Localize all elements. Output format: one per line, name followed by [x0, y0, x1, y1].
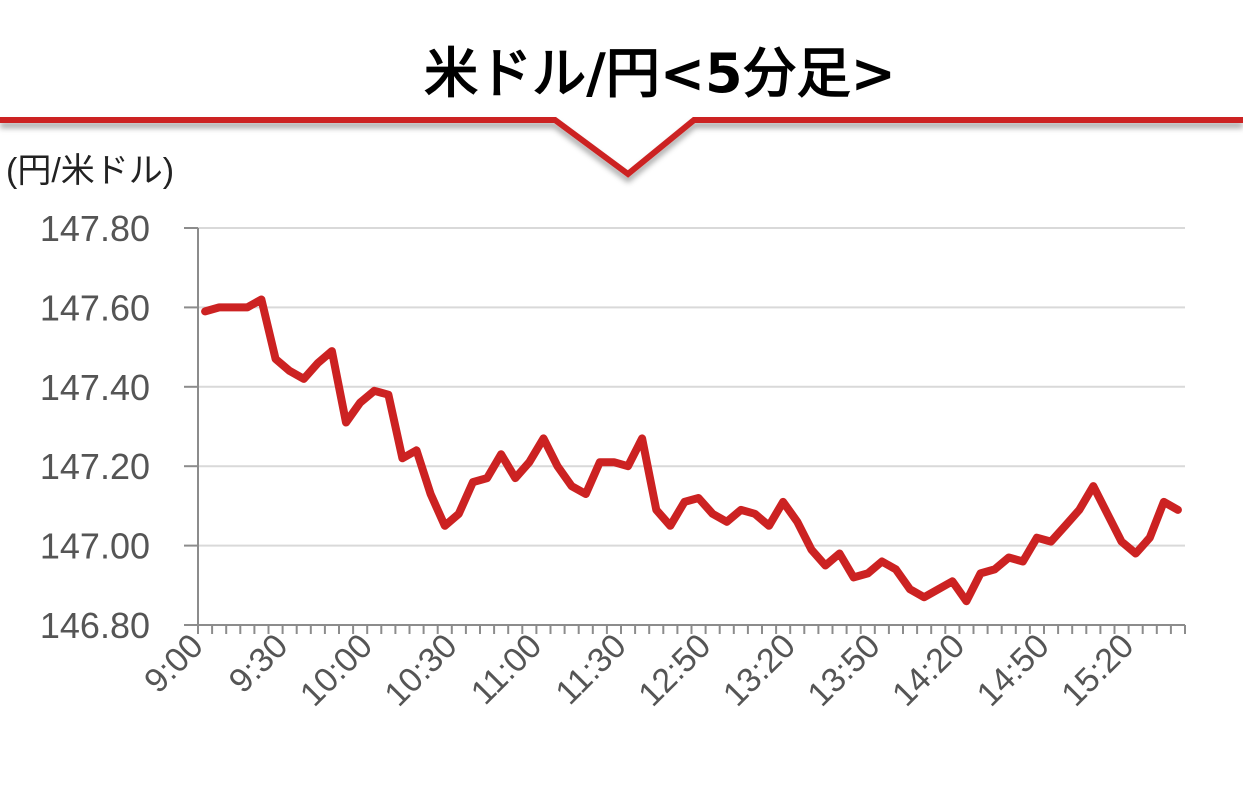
gridlines — [198, 227, 1185, 547]
axes — [184, 227, 1185, 626]
x-tick-label: 15:20 — [1054, 627, 1141, 714]
x-tick-label: 14:50 — [970, 627, 1057, 714]
x-tick-label: 9:30 — [222, 627, 296, 701]
chart-title: 米ドル/円<5分足> — [424, 42, 896, 105]
x-tick-label: 14:20 — [885, 627, 972, 714]
series-line — [201, 295, 1182, 606]
y-axis-unit-label: (円/米ドル) — [6, 152, 174, 190]
y-tick-label: 146.80 — [40, 605, 150, 646]
x-tick-label: 11:00 — [464, 627, 549, 712]
y-tick-label: 147.20 — [40, 446, 150, 487]
series-group — [201, 295, 1182, 606]
x-tick-label: 11:30 — [548, 627, 633, 712]
y-axis-ticks: 147.80 147.60 147.40 147.20 147.00 146.80 — [40, 208, 150, 646]
x-tick-label: 10:00 — [293, 627, 380, 714]
y-tick-label: 147.00 — [40, 526, 150, 567]
title-banner-line — [0, 117, 1243, 178]
x-tick-label: 13:20 — [716, 627, 803, 714]
y-tick-label: 147.60 — [40, 287, 150, 328]
y-tick-label: 147.80 — [40, 208, 150, 249]
x-tick-label: 12:50 — [631, 627, 718, 714]
x-tick-label: 13:50 — [800, 627, 887, 714]
x-tick-label: 10:30 — [377, 627, 464, 714]
y-tick-label: 147.40 — [40, 367, 150, 408]
